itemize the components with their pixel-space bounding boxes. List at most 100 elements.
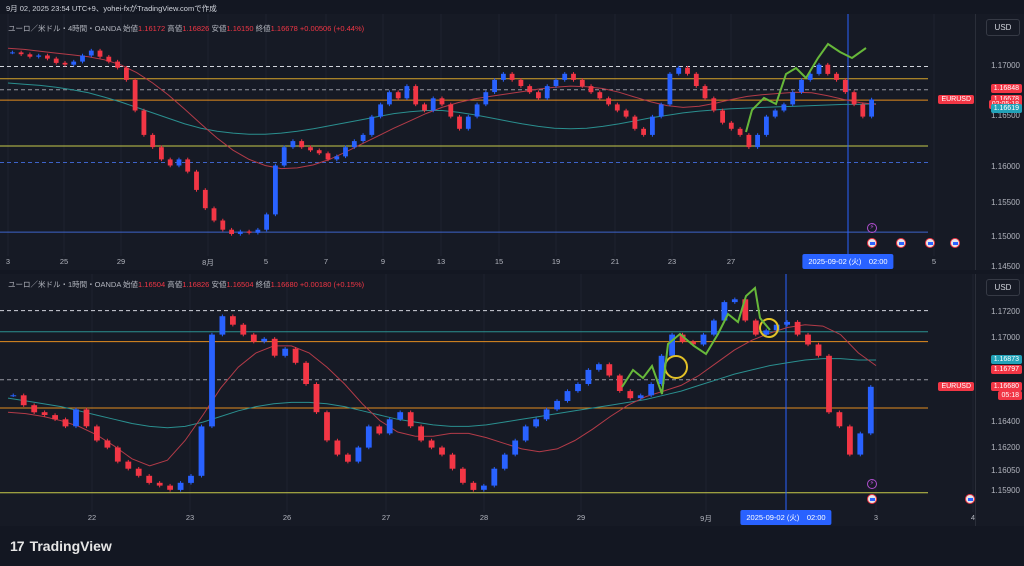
candle-body — [10, 395, 17, 397]
bottom-date-marker: 2025-09-02 (火) 02:00 — [740, 510, 832, 525]
candle-body — [18, 52, 24, 55]
candle-body — [857, 433, 864, 455]
candle-body — [596, 364, 602, 370]
candle-body — [439, 447, 445, 455]
y-tick-label: 1.16200 — [991, 443, 1020, 452]
candle-body — [720, 110, 725, 123]
top-chart-panel[interactable]: ユーロ／米ドル・4時間・OANDA 始値1.16172 高値1.16826 安値… — [0, 14, 1024, 271]
candle-body — [772, 110, 778, 117]
bottom-alert-icon[interactable]: ⚡ — [867, 479, 877, 489]
candle-body — [209, 334, 215, 427]
candle-body — [597, 92, 603, 99]
candle-body — [62, 419, 69, 427]
candle-body — [430, 98, 436, 111]
candle-body — [867, 386, 874, 434]
candle-body — [135, 468, 142, 476]
candle-body — [261, 338, 268, 342]
candle-body — [842, 79, 848, 93]
candle-body — [422, 104, 427, 111]
candle-body — [324, 412, 330, 441]
moving-average-slow — [7, 358, 876, 429]
candle-body — [240, 324, 247, 335]
bottom-price-axis[interactable]: USD 1.17200 1.17000 1.16400 1.16200 1.16050 1… — [975, 274, 1024, 526]
top-price-plot[interactable] — [0, 14, 976, 270]
x-tick-label: 7 — [323, 257, 329, 266]
candle-body — [156, 482, 163, 486]
us-event-icon[interactable] — [965, 494, 975, 504]
candle-body — [45, 55, 50, 59]
x-tick-label: 23 — [667, 257, 677, 266]
x-tick-label: 3 — [5, 257, 11, 266]
us-event-icon[interactable] — [867, 494, 877, 504]
candle-body — [700, 334, 707, 345]
bottom-currency-button[interactable]: USD — [986, 279, 1020, 296]
bottom-chart-panel[interactable]: ユーロ／米ドル・1時間・OANDA 始値1.16504 高値1.16826 安値… — [0, 274, 1024, 526]
candle-body — [10, 52, 15, 54]
candle-body — [606, 364, 613, 376]
x-tick-label: 29 — [576, 513, 586, 522]
candle-body — [194, 171, 199, 190]
candle-body — [177, 482, 184, 490]
top-currency-button[interactable]: USD — [986, 19, 1020, 36]
candle-body — [282, 348, 289, 356]
candle-body — [773, 324, 780, 331]
candle-body — [303, 362, 309, 384]
us-event-icon[interactable] — [950, 238, 960, 248]
price-badge: 1.16797 — [990, 365, 1022, 375]
candle-body — [533, 419, 539, 427]
candle-body — [132, 79, 138, 111]
y-tick-label: 1.17200 — [991, 307, 1020, 316]
bottom-price-plot[interactable] — [0, 274, 976, 526]
candle-body — [387, 92, 392, 105]
candle-body — [146, 475, 153, 483]
price-badge: 1.16848 — [990, 84, 1022, 94]
candle-body — [413, 86, 419, 105]
top-alert-icon[interactable]: ⚡ — [867, 223, 877, 233]
candle-body — [527, 86, 533, 93]
price-badge: 05:18 — [998, 391, 1022, 400]
candle-body — [31, 405, 38, 413]
candle-body — [290, 141, 296, 148]
x-tick-label: 5 — [263, 257, 269, 266]
candle-body — [250, 334, 257, 342]
candle-body — [728, 122, 734, 129]
candle-body — [711, 98, 717, 111]
us-event-icon[interactable] — [925, 238, 935, 248]
y-tick-label: 1.15500 — [991, 198, 1020, 207]
top-date-marker: 2025-09-02 (火) 02:00 — [802, 254, 894, 269]
candle-body — [623, 110, 629, 117]
candle-body — [752, 320, 759, 335]
y-tick-label: 1.15000 — [991, 232, 1020, 241]
candle-body — [481, 485, 487, 490]
candle-body — [784, 321, 790, 325]
candle-body — [360, 134, 366, 141]
top-price-axis[interactable]: USD 1.17000 1.16500 1.16000 1.15500 1.15000 1… — [975, 14, 1024, 271]
y-tick-label: 1.17000 — [991, 333, 1020, 342]
price-badge: 1.16873 — [990, 354, 1022, 364]
candle-body — [343, 147, 348, 157]
candle-body — [648, 384, 655, 396]
annotation-circle — [759, 318, 779, 338]
candle-body — [554, 400, 560, 410]
candle-body — [553, 79, 559, 86]
y-tick-label: 1.16050 — [991, 466, 1020, 475]
candle-body — [543, 409, 550, 420]
candle-body — [794, 321, 801, 335]
y-tick-label: 1.14500 — [991, 262, 1020, 271]
tradingview-logo[interactable]: 17 TradingView — [10, 538, 112, 554]
candle-body — [188, 475, 194, 483]
candle-body — [237, 231, 243, 234]
candle-body — [536, 92, 541, 99]
us-event-icon[interactable] — [867, 238, 877, 248]
candle-body — [52, 415, 58, 420]
candle-body — [585, 369, 592, 384]
candle-body — [702, 86, 708, 99]
candle-body — [627, 391, 634, 399]
candle-body — [616, 375, 623, 391]
candle-body — [230, 316, 236, 325]
candle-body — [679, 334, 686, 342]
candle-body — [669, 334, 675, 356]
us-event-icon[interactable] — [896, 238, 906, 248]
candle-body — [141, 110, 147, 135]
symbol-price-tag: EURUSD — [938, 94, 974, 104]
